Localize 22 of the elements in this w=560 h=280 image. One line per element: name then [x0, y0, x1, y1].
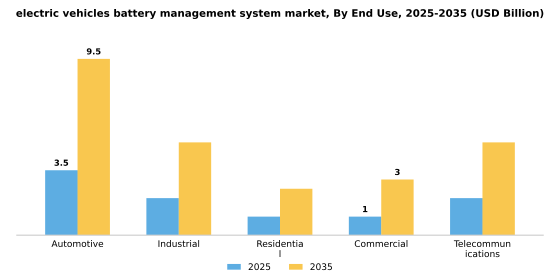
x-tick-label: Industrial [158, 240, 200, 248]
data-label: 9.5 [86, 48, 101, 55]
x-tick-label: Residentia l [257, 240, 303, 258]
legend-label: 2035 [310, 263, 332, 270]
bar [178, 142, 212, 236]
bar [381, 180, 414, 236]
bar [78, 58, 110, 236]
bar [482, 142, 515, 236]
x-tick-label: Commercial [354, 240, 408, 248]
data-label: 3.5 [54, 160, 68, 166]
chart-title: electric vehicles battery management system market, By End Use, 2025-2035 (USD Billion) [16, 8, 544, 20]
bar [348, 216, 382, 236]
bar [146, 198, 179, 236]
data-label: 3 [395, 168, 400, 176]
data-label: 1 [363, 206, 368, 212]
bar [45, 170, 78, 236]
bar [450, 198, 482, 236]
x-tick-label: Telecommun ications [454, 240, 510, 258]
legend-label: 2025 [248, 263, 270, 270]
x-tick-label: Automotive [52, 240, 104, 248]
bar [248, 216, 280, 236]
bar [280, 188, 312, 236]
